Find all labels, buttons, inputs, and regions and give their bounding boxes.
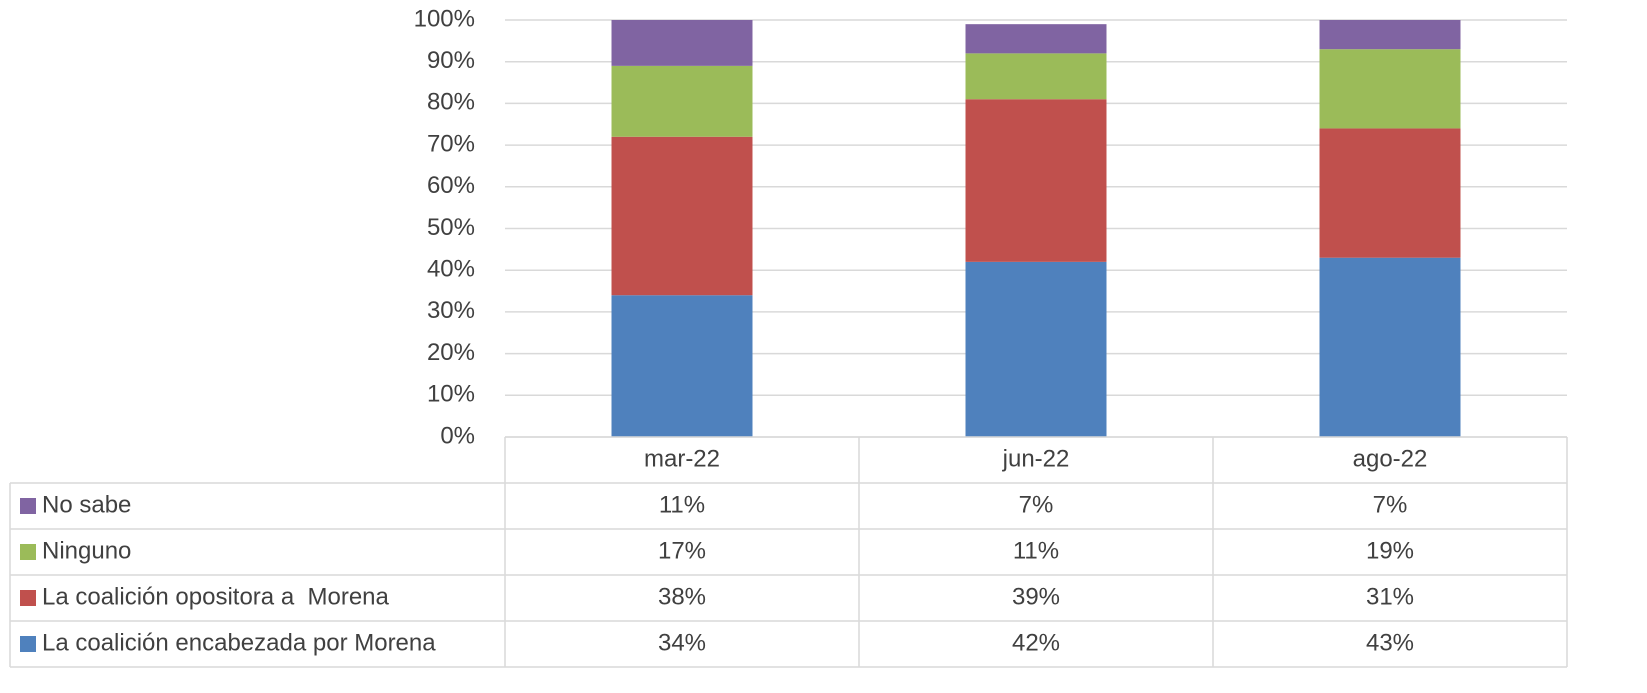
table-cell: 42% <box>1012 629 1060 656</box>
legend-label: No sabe <box>42 491 131 518</box>
x-tick-label: jun-22 <box>1002 445 1070 472</box>
table-cell: 7% <box>1019 491 1054 518</box>
bar-segment <box>611 65 753 137</box>
table-cell: 19% <box>1366 537 1414 564</box>
legend-label: La coalición opositora a Morena <box>42 583 390 610</box>
table-cell: 39% <box>1012 583 1060 610</box>
y-tick-label: 50% <box>427 214 475 241</box>
table-cell: 34% <box>658 629 706 656</box>
bar-segment <box>1319 20 1461 50</box>
y-tick-label: 10% <box>427 381 475 408</box>
x-tick-label: ago-22 <box>1353 445 1428 472</box>
legend-key <box>20 590 36 606</box>
bar-segment <box>1319 128 1461 258</box>
bar-segment <box>611 295 753 437</box>
table-cell: 11% <box>1013 537 1059 564</box>
y-tick-label: 90% <box>427 47 475 74</box>
table-cell: 11% <box>659 491 705 518</box>
table-cell: 43% <box>1366 629 1414 656</box>
table-cell: 17% <box>658 537 706 564</box>
y-tick-label: 40% <box>427 256 475 283</box>
table-cell: 7% <box>1373 491 1408 518</box>
legend-label: La coalición encabezada por Morena <box>42 629 436 656</box>
bar-segment <box>965 53 1107 100</box>
bar-segment <box>965 99 1107 262</box>
y-tick-label: 70% <box>427 130 475 157</box>
bar-segment <box>1319 257 1461 437</box>
bar-segment <box>611 136 753 296</box>
y-tick-label: 80% <box>427 89 475 116</box>
legend-key <box>20 636 36 652</box>
y-tick-label: 0% <box>440 422 475 449</box>
legend-key <box>20 498 36 514</box>
y-tick-label: 100% <box>414 5 475 32</box>
legend-label: Ninguno <box>42 537 131 564</box>
y-tick-label: 30% <box>427 297 475 324</box>
bar-segment <box>965 261 1107 437</box>
table-cell: 31% <box>1366 583 1414 610</box>
y-tick-label: 60% <box>427 172 475 199</box>
bar-segment <box>965 24 1107 54</box>
x-tick-label: mar-22 <box>644 445 720 472</box>
legend-key <box>20 544 36 560</box>
bar-segment <box>1319 49 1461 129</box>
bar-segment <box>611 20 753 66</box>
y-tick-label: 20% <box>427 339 475 366</box>
table-cell: 38% <box>658 583 706 610</box>
